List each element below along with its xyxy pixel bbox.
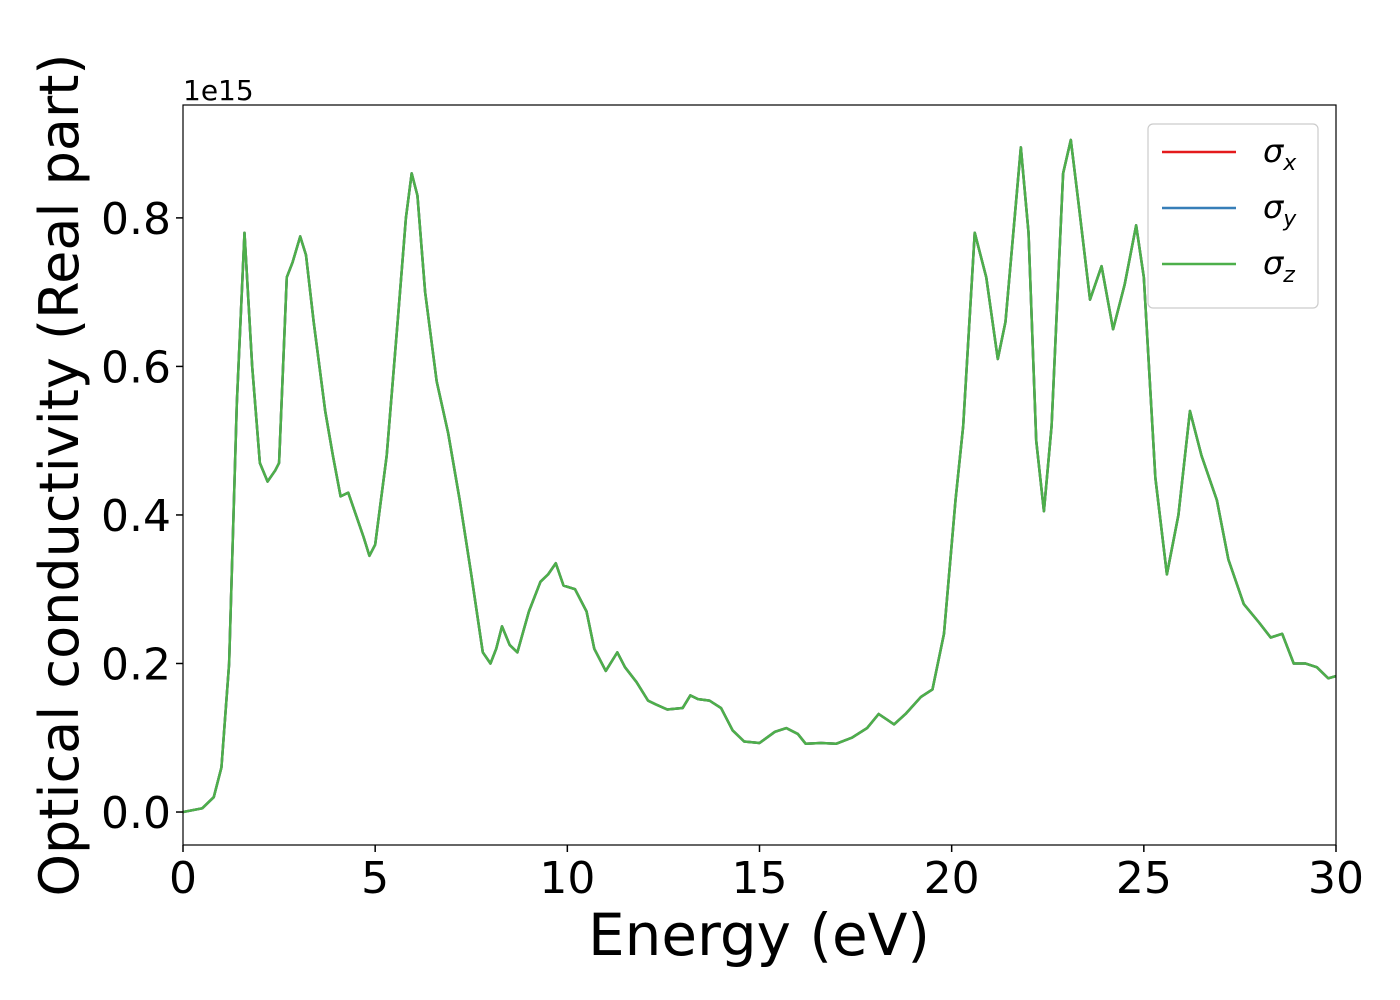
y-tick-label: 0.4	[101, 491, 171, 542]
y-axis-label: Optical conductivity (Real part)	[28, 54, 91, 897]
x-tick-label: 20	[924, 853, 980, 904]
legend-label: σz	[1263, 244, 1295, 288]
line-series	[183, 138, 1336, 814]
x-axis-label: Energy (eV)	[588, 901, 930, 969]
y-tick-label: 0.8	[101, 194, 171, 245]
x-tick-label: 30	[1308, 853, 1364, 904]
y-tick-label: 0.6	[101, 342, 171, 393]
plot-frame	[182, 104, 1337, 846]
legend-label: σx	[1263, 132, 1297, 176]
offset-label: 1e15	[183, 74, 254, 107]
legend-label: σy	[1263, 188, 1297, 232]
x-tick-label: 25	[1116, 853, 1172, 904]
x-tick-label: 5	[361, 853, 389, 904]
y-tick-label: 0.0	[101, 788, 171, 839]
x-tick-label: 0	[169, 853, 197, 904]
plot	[183, 138, 1336, 814]
legend-box	[1147, 123, 1319, 309]
x-tick-label: 10	[539, 853, 595, 904]
y-tick-label: 0.2	[101, 639, 171, 690]
x-tick-label: 15	[732, 853, 788, 904]
